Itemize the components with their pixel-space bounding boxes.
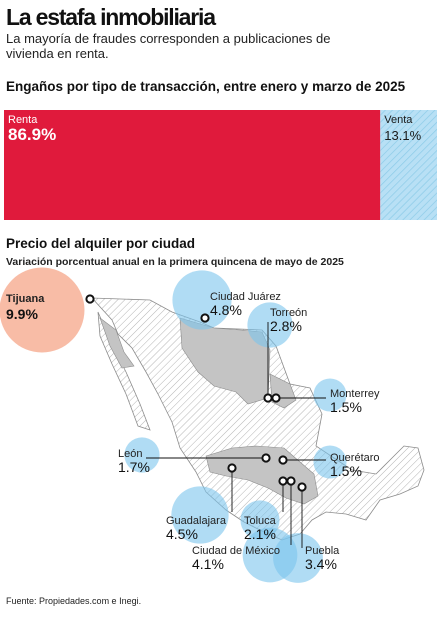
bubble-guadalajara	[171, 486, 229, 544]
city-name-label: Tijuana	[6, 293, 45, 305]
city-value-label: 9.9%	[6, 306, 38, 322]
city-marker	[261, 453, 271, 463]
city-name-label: Puebla	[305, 545, 340, 557]
city-marker	[278, 476, 288, 486]
bar-value-label: 86.9%	[8, 125, 56, 144]
city-value-label: 2.8%	[270, 318, 302, 334]
bar-value-label: 13.1%	[384, 128, 421, 143]
city-value-label: 4.8%	[210, 302, 242, 318]
bar-chart-title: Engaños por tipo de transacción, entre e…	[6, 79, 406, 94]
map-chart-subtitle: Variación porcentual anual en la primera…	[6, 256, 344, 268]
city-name-label: Ciudad Juárez	[210, 291, 281, 303]
city-value-label: 1.5%	[330, 399, 362, 415]
city-name-label: Ciudad de México	[192, 545, 280, 557]
city-value-label: 4.1%	[192, 556, 224, 572]
city-marker	[297, 482, 307, 492]
map-region-north	[179, 317, 271, 405]
city-value-label: 2.1%	[244, 526, 276, 542]
bar-category-label: Renta	[8, 114, 38, 126]
bubble-ciudad-juárez	[172, 270, 232, 330]
bar-segment-renta	[4, 110, 381, 220]
city-name-label: Guadalajara	[166, 515, 227, 527]
bar-category-label: Venta	[384, 114, 413, 126]
city-name-label: Querétaro	[330, 452, 380, 464]
bubble-querétaro	[313, 445, 347, 479]
city-name-label: Monterrey	[330, 388, 380, 400]
bubble-tijuana	[0, 267, 85, 353]
page-subtitle: La mayoría de fraudes corresponden a pub…	[6, 31, 331, 61]
city-marker	[271, 393, 281, 403]
map-region-center	[205, 445, 319, 505]
city-name-label: Toluca	[244, 515, 277, 527]
bubble-torreón	[247, 302, 293, 348]
map-region-northwest	[99, 317, 135, 369]
bubble-puebla	[273, 533, 323, 583]
page-title: La estafa inmobiliaria	[6, 4, 216, 30]
map-chart-title: Precio del alquiler por ciudad	[6, 236, 196, 251]
city-value-label: 4.5%	[166, 526, 198, 542]
city-marker	[286, 476, 296, 486]
city-value-label: 1.5%	[330, 463, 362, 479]
source-note: Fuente: Propiedades.com e Inegi.	[6, 596, 142, 606]
city-name-label: León	[118, 448, 142, 460]
city-name-label: Torreón	[270, 307, 307, 319]
bubble-león	[124, 437, 160, 473]
bar-segment-venta	[380, 110, 437, 220]
city-marker	[85, 294, 95, 304]
city-marker	[200, 313, 210, 323]
city-marker	[263, 393, 273, 403]
city-marker	[278, 455, 288, 465]
city-value-label: 3.4%	[305, 556, 337, 572]
city-marker	[227, 463, 237, 473]
bubble-monterrey	[313, 378, 347, 412]
city-value-label: 1.7%	[118, 459, 150, 475]
